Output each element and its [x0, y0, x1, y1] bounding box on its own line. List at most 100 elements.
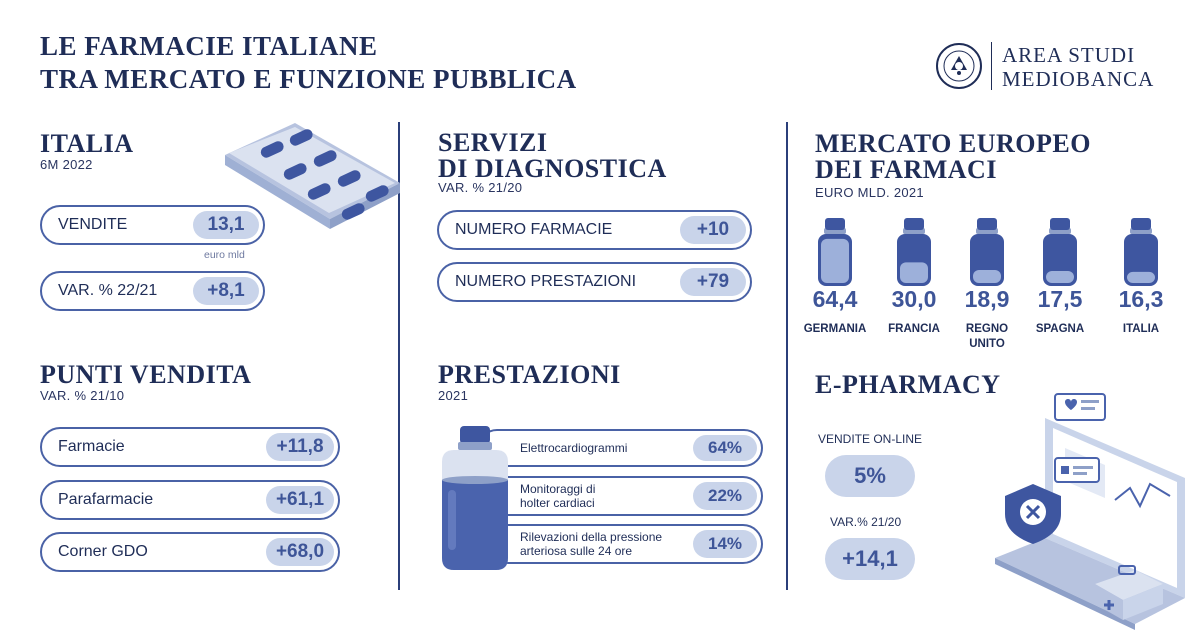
servizi-row-label: NUMERO FARMACIE: [455, 221, 613, 238]
bar-category-label-line: GERMANIA: [803, 323, 867, 335]
mercato-title-line1: MERCATO EUROPEO: [815, 129, 1091, 158]
prestazioni-row-value: 64%: [693, 435, 757, 461]
bar-fill: [900, 262, 928, 283]
punti-row-value: +61,1: [266, 486, 334, 514]
column-divider-right: [786, 122, 788, 590]
bar-bottle: [970, 218, 1004, 286]
bar-category-label: GERMANIA: [795, 322, 875, 337]
bar-value-label: 16,3: [1118, 286, 1164, 312]
bar-bottle: [1124, 218, 1158, 286]
italia-title: ITALIA: [40, 129, 134, 158]
servizi-subtitle: VAR. % 21/20: [438, 180, 523, 195]
bar-value-label: 64,4: [812, 286, 858, 312]
mediobanca-seal-icon: [935, 42, 983, 90]
italia-row-value: +8,1: [193, 277, 259, 305]
servizi-row-value: +10: [680, 216, 746, 244]
bar-fill: [973, 270, 1001, 283]
servizi-row-value: +79: [680, 268, 746, 296]
bar-category-label: REGNO UNITO: [947, 322, 1027, 352]
bottle-cap: [825, 218, 845, 230]
servizi-row-prestazioni: NUMERO PRESTAZIONI +79: [437, 262, 752, 302]
bar-category-label-line: SPAGNA: [1035, 323, 1085, 335]
column-divider-left: [398, 122, 400, 590]
prestazioni-row-label-line2: arteriosa sulle 24 ore: [520, 544, 633, 558]
brand-line2: MEDIOBANCA: [1002, 67, 1155, 91]
epharmacy-var-label: VAR.% 21/20: [830, 515, 902, 529]
punti-row-value: +11,8: [266, 433, 334, 461]
italia-subtitle: 6M 2022: [40, 157, 93, 172]
punti-row-label: Farmacie: [58, 438, 125, 455]
bar-category-label: SPAGNA: [1020, 322, 1100, 337]
prestazioni-row-label-line1: Monitoraggi di: [520, 482, 596, 496]
servizi-title-line1: SERVIZI: [438, 128, 548, 157]
prestazioni-row-holter: Monitoraggi di holter cardiaci 22%: [478, 476, 763, 516]
prestazioni-row-label-line1: Rilevazioni della pressione: [520, 530, 663, 544]
prestazioni-row-value: 14%: [693, 530, 757, 558]
punti-row-corner-gdo: Corner GDO +68,0: [40, 532, 340, 572]
prestazioni-row-value: 22%: [693, 482, 757, 510]
bar-category-label-line: FRANCIA: [888, 323, 940, 335]
bar-category-label: FRANCIA: [874, 322, 954, 337]
page-title-line1: LE FARMACIE ITALIANE: [40, 31, 378, 61]
prestazioni-row-label: Rilevazioni della pressione arteriosa su…: [520, 530, 662, 558]
prestazioni-row-label: Monitoraggi di holter cardiaci: [520, 482, 595, 510]
bar-bottle: [1043, 218, 1077, 286]
punti-row-parafarmacie: Parafarmacie +61,1: [40, 480, 340, 520]
italia-row-var: VAR. % 22/21 +8,1: [40, 271, 265, 311]
market-chart-labels: 64,4 GERMANIA 30,0 FRANCIA 18,9 REGNO UNITO 17,…: [800, 286, 1180, 356]
market-bottle-chart: [818, 218, 1158, 286]
punti-title: PUNTI VENDITA: [40, 360, 252, 389]
epharmacy-online-label: VENDITE ON-LINE: [818, 432, 923, 446]
page-title: LE FARMACIE ITALIANE TRA MERCATO E FUNZI…: [40, 30, 577, 96]
bar-bottle: [818, 218, 852, 286]
servizi-row-farmacie: NUMERO FARMACIE +10: [437, 210, 752, 250]
servizi-title-line2: DI DIAGNOSTICA: [438, 154, 667, 183]
mercato-subtitle: EURO MLD. 2021: [815, 185, 924, 200]
medicine-bottle-icon: [432, 424, 522, 574]
servizi-title: SERVIZI DI DIAGNOSTICA: [438, 130, 667, 182]
italia-row-value: 13,1: [193, 211, 259, 239]
bar-bottle: [897, 218, 931, 286]
bottle-cap: [977, 218, 997, 230]
prestazioni-row-label-line1: Elettrocardiogrammi: [520, 441, 628, 455]
laptop-pharmacy-icon: [985, 388, 1200, 630]
italia-row-vendite: VENDITE 13,1: [40, 205, 265, 245]
brand-name: AREA STUDI MEDIOBANCA: [1002, 43, 1154, 91]
mercato-title-line2: DEI FARMACI: [815, 155, 997, 184]
page-title-line2: TRA MERCATO E FUNZIONE PUBBLICA: [40, 64, 577, 94]
punti-row-value: +68,0: [266, 538, 334, 566]
italia-row-label: VENDITE: [58, 216, 128, 233]
prestazioni-row-label: Elettrocardiogrammi: [520, 441, 627, 455]
bar-value-label: 17,5: [1037, 286, 1083, 312]
epharmacy-title: E-PHARMACY: [815, 370, 1001, 399]
epharmacy-online-value: 5%: [825, 455, 915, 497]
prestazioni-subtitle: 2021: [438, 388, 469, 403]
prestazioni-row-ecg: Elettrocardiogrammi 64%: [478, 429, 763, 467]
bar-fill: [821, 238, 849, 283]
bar-fill: [1046, 271, 1074, 283]
italia-unit-note: euro mld: [204, 249, 245, 261]
bar-category-label-line: REGNO: [965, 323, 1009, 335]
brand-line1: AREA STUDI: [1002, 43, 1136, 67]
prestazioni-row-pressione: Rilevazioni della pressione arteriosa su…: [478, 524, 763, 564]
bar-value-label: 18,9: [964, 286, 1010, 312]
punti-row-label: Corner GDO: [58, 543, 148, 560]
bar-fill: [1127, 271, 1155, 283]
bar-category-label-line: ITALIA: [1122, 323, 1160, 335]
servizi-row-label: NUMERO PRESTAZIONI: [455, 273, 637, 290]
bar-category-label: ITALIA: [1101, 322, 1181, 337]
bar-value-label: 30,0: [891, 286, 937, 312]
pill-blister-icon: [215, 115, 405, 245]
mercato-title: MERCATO EUROPEO DEI FARMACI: [815, 131, 1091, 183]
bottle-cap: [1131, 218, 1151, 230]
punti-row-label: Parafarmacie: [58, 491, 154, 508]
brand-divider: [991, 42, 992, 90]
prestazioni-row-label-line2: holter cardiaci: [520, 496, 595, 510]
bottle-cap: [904, 218, 924, 230]
punti-row-farmacie: Farmacie +11,8: [40, 427, 340, 467]
bar-category-label-line: UNITO: [969, 338, 1005, 350]
punti-subtitle: VAR. % 21/10: [40, 388, 125, 403]
italia-row-label: VAR. % 22/21: [58, 282, 158, 299]
prestazioni-title: PRESTAZIONI: [438, 360, 621, 389]
epharmacy-var-value: +14,1: [825, 538, 915, 580]
